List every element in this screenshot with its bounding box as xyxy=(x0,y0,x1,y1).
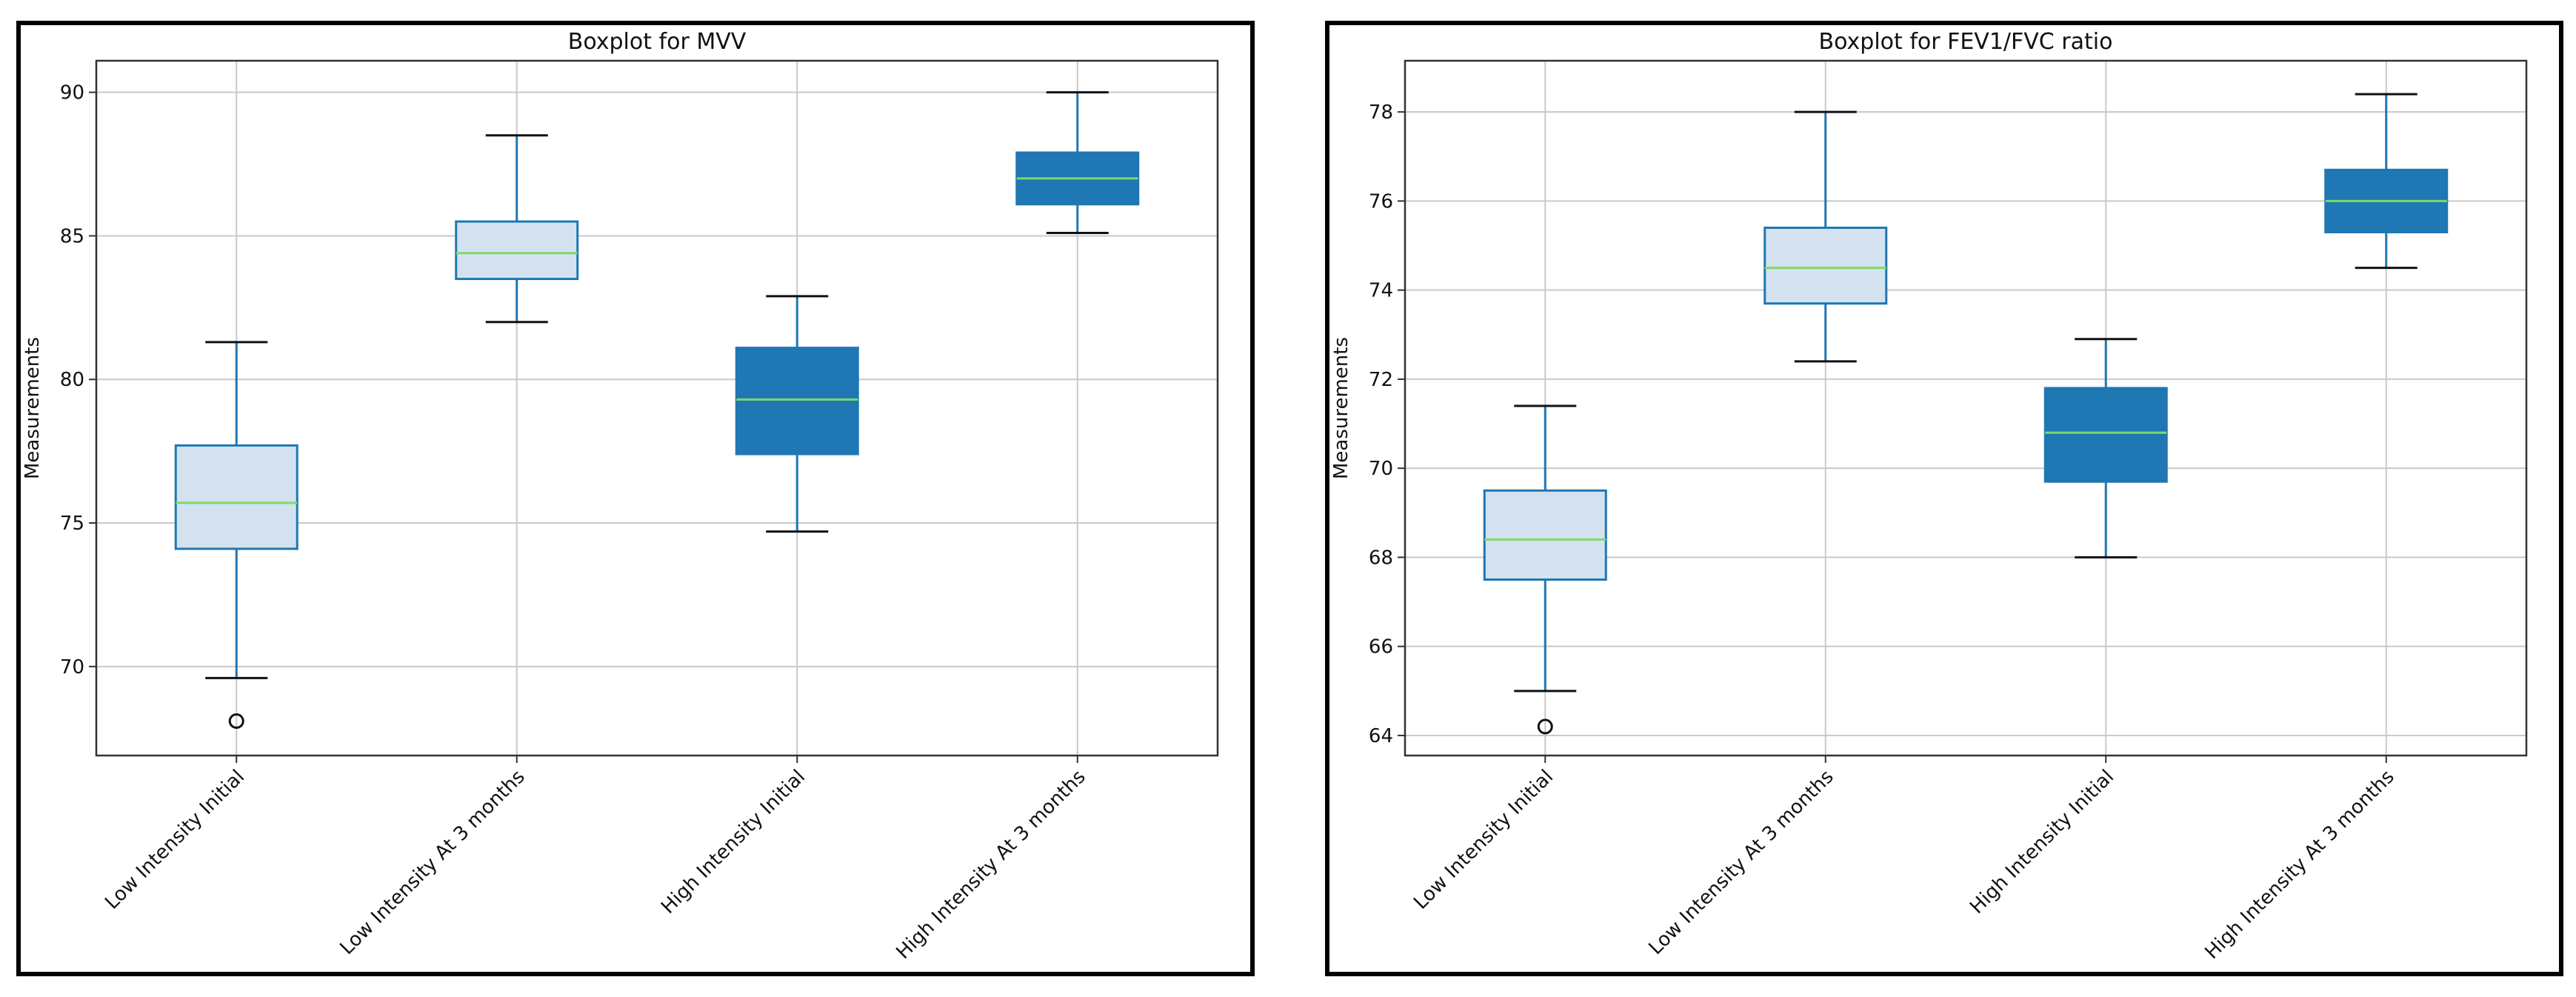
outlier-point xyxy=(1537,718,1553,735)
mvv-boxplot-panel: Boxplot for MVV 70 75 80 85 90 Measurements Low… xyxy=(16,21,1255,976)
box-iqr xyxy=(1764,226,1888,305)
box-iqr xyxy=(1483,489,1607,581)
x-tick-label-low-intensity-initial: Low Intensity Initial xyxy=(101,766,249,914)
y-tick-label: 64 xyxy=(1369,725,1393,747)
box-low-intensity-at-3-months xyxy=(455,134,579,324)
fev1-fvc-boxplot-panel: Boxplot for FEV1/FVC ratio 64 66 68 70 72 74 76… xyxy=(1325,21,2563,976)
box-low-intensity-at-3-months xyxy=(1764,110,1888,363)
box-iqr xyxy=(735,347,859,456)
box-low-intensity-initial xyxy=(1483,404,1607,735)
x-tick-label-high-intensity-at-3-months: High Intensity At 3 months xyxy=(892,766,1090,964)
box-high-intensity-initial xyxy=(735,295,859,533)
y-tick-label: 66 xyxy=(1369,636,1393,658)
y-axis-label: Measurements xyxy=(1330,337,1352,479)
y-axis-label: Measurements xyxy=(21,337,44,479)
y-tick-label: 75 xyxy=(60,513,84,535)
fev1-fvc-boxplot-chart: Boxplot for FEV1/FVC ratio 64 66 68 70 72 74 76… xyxy=(1330,29,2528,964)
chart-title: Boxplot for MVV xyxy=(568,29,747,55)
x-tick-label-low-intensity-at-3-months: Low Intensity At 3 months xyxy=(1644,766,1838,959)
chart-title: Boxplot for FEV1/FVC ratio xyxy=(1819,29,2113,55)
outlier-point xyxy=(228,713,244,729)
box-iqr xyxy=(174,444,298,550)
y-tick-label: 90 xyxy=(60,82,84,104)
box-iqr xyxy=(455,220,579,281)
y-tick-label: 68 xyxy=(1369,547,1393,569)
y-tick-label: 70 xyxy=(1369,458,1393,480)
box-low-intensity-initial xyxy=(174,341,298,729)
box-high-intensity-initial xyxy=(2043,338,2168,558)
plot-area-frame xyxy=(1404,59,2528,757)
y-tick-label: 76 xyxy=(1369,190,1393,213)
x-tick-label-low-intensity-initial: Low Intensity Initial xyxy=(1409,766,1558,914)
box-high-intensity-at-3-months xyxy=(1015,91,1140,235)
x-tick-label-low-intensity-at-3-months: Low Intensity At 3 months xyxy=(336,766,529,959)
box-iqr xyxy=(2043,387,2168,483)
y-tick-label: 72 xyxy=(1369,369,1393,391)
plot-area-frame xyxy=(95,59,1219,757)
x-tick-label-high-intensity-initial: High Intensity Initial xyxy=(657,766,810,918)
y-tick-label: 85 xyxy=(60,225,84,247)
y-tick-label: 80 xyxy=(60,369,84,391)
mvv-boxplot-chart: Boxplot for MVV 70 75 80 85 90 Measurements Low… xyxy=(21,29,1219,964)
x-tick-label-high-intensity-at-3-months: High Intensity At 3 months xyxy=(2200,766,2398,964)
x-tick-label-high-intensity-initial: High Intensity Initial xyxy=(1966,766,2118,918)
y-tick-label: 70 xyxy=(60,656,84,678)
y-tick-label: 74 xyxy=(1369,280,1393,302)
box-high-intensity-at-3-months xyxy=(2324,93,2449,270)
y-tick-label: 78 xyxy=(1369,101,1393,124)
